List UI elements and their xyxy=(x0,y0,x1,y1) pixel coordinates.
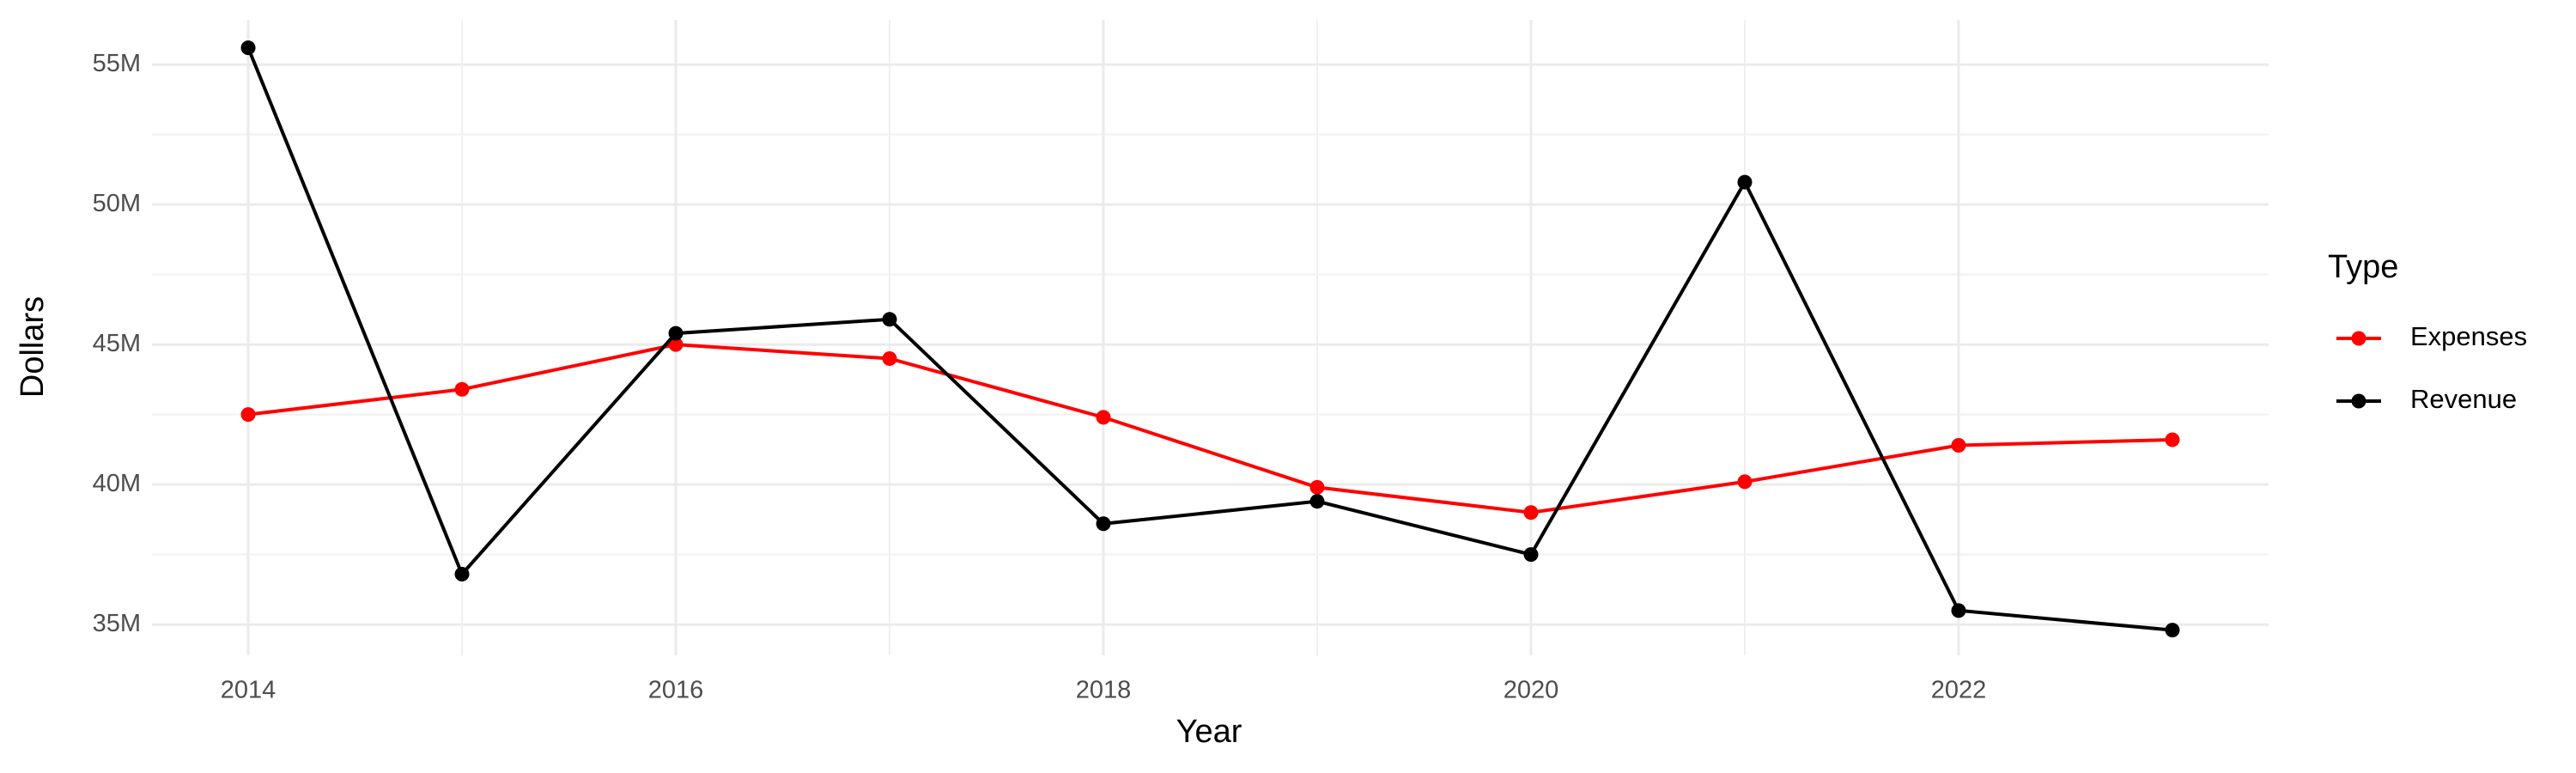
x-tick-label: 2020 xyxy=(1504,677,1559,704)
data-point xyxy=(454,566,470,581)
y-tick-label: 45M xyxy=(93,330,141,357)
data-point xyxy=(882,350,897,366)
series-line xyxy=(247,343,2173,514)
y-tick-label: 35M xyxy=(93,610,141,637)
data-point xyxy=(1737,174,1753,190)
y-tick-label: 40M xyxy=(93,470,141,497)
y-tick-label: 50M xyxy=(93,190,141,217)
data-point xyxy=(2165,623,2180,638)
data-point xyxy=(882,312,897,327)
x-tick-label: 2018 xyxy=(1076,677,1132,704)
data-point xyxy=(1951,603,1966,618)
data-point xyxy=(454,381,470,397)
legend-title: Type xyxy=(2328,249,2398,285)
data-point xyxy=(1309,494,1325,509)
y-tick-label: 55M xyxy=(93,50,141,77)
legend-key-point xyxy=(2351,393,2366,409)
data-point xyxy=(668,337,683,352)
x-tick-label: 2022 xyxy=(1931,677,1987,704)
data-point xyxy=(240,407,256,423)
data-point xyxy=(1096,516,1111,532)
data-point xyxy=(1523,505,1539,520)
data-point xyxy=(1309,479,1325,495)
y-axis-title: Dollars xyxy=(15,296,51,398)
x-tick-label: 2016 xyxy=(648,677,704,704)
data-point xyxy=(1737,474,1753,490)
legend-key-point xyxy=(2351,331,2366,346)
data-point xyxy=(1951,438,1966,453)
data-point xyxy=(668,326,683,341)
x-tick-label: 2014 xyxy=(221,677,276,704)
data-point xyxy=(1523,547,1539,563)
legend-label: Revenue xyxy=(2410,384,2517,414)
series-line xyxy=(246,46,2173,632)
data-point xyxy=(1096,410,1111,425)
data-point xyxy=(240,40,256,56)
legend-label: Expenses xyxy=(2410,321,2527,351)
data-point xyxy=(2165,432,2180,447)
grid xyxy=(152,20,2269,655)
x-axis-title: Year xyxy=(1176,714,1242,750)
